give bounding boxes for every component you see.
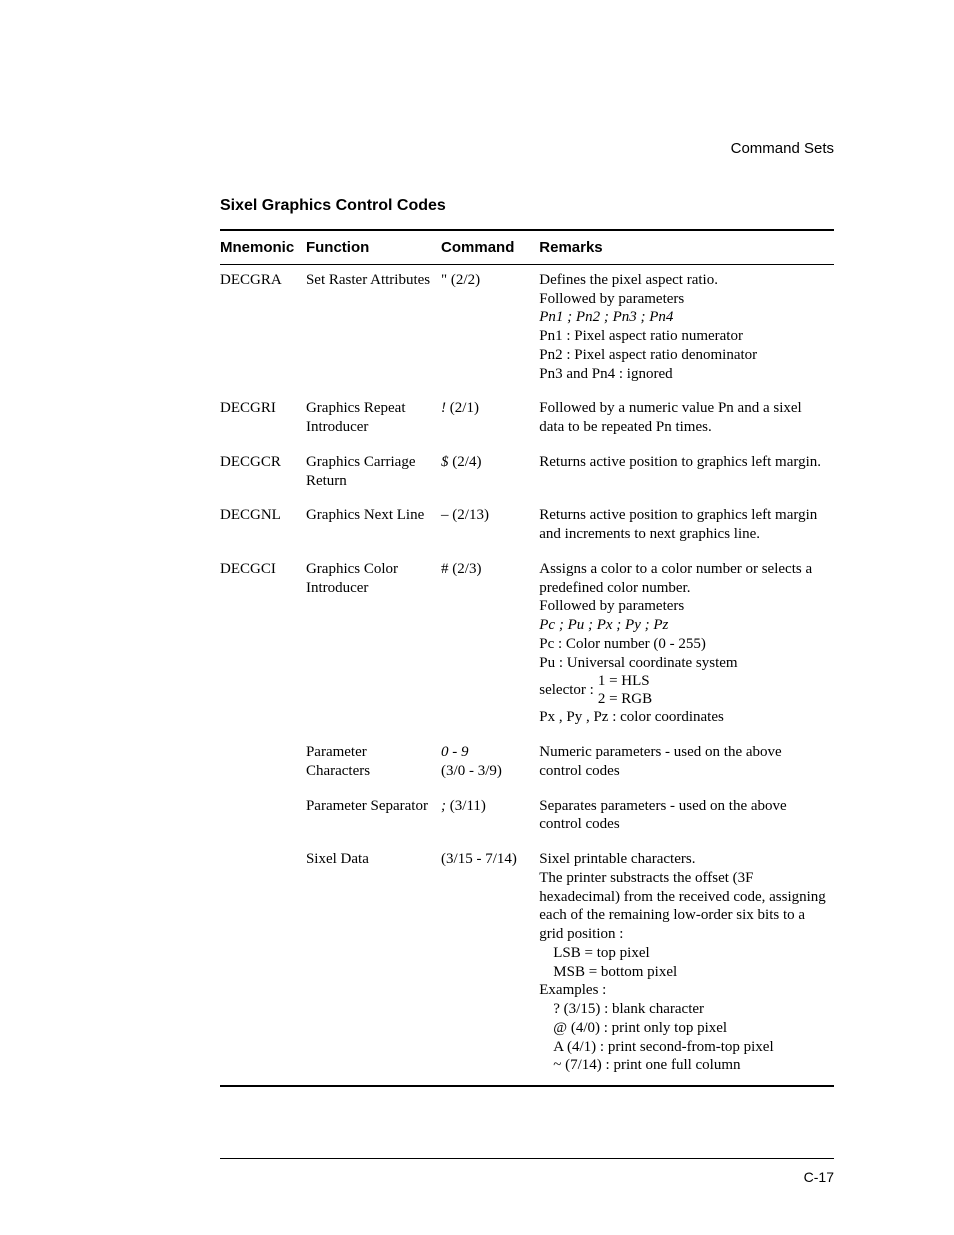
remarks-text: Sixel printable characters. xyxy=(539,851,695,867)
cell-mnemonic xyxy=(220,737,306,791)
header-function: Function xyxy=(306,230,441,264)
table-row: Parameter Characters 0 - 9 (3/0 - 3/9) N… xyxy=(220,737,834,791)
table-row: DECGCR Graphics Carriage Return $ (2/4) … xyxy=(220,447,834,501)
header-command: Command xyxy=(441,230,539,264)
cell-mnemonic: DECGRI xyxy=(220,393,306,447)
cell-remarks: Defines the pixel aspect ratio. Followed… xyxy=(539,264,834,393)
cell-function: Parameter Characters xyxy=(306,737,441,791)
remarks-text: Followed by parameters xyxy=(539,598,684,614)
cell-function: Graphics Carriage Return xyxy=(306,447,441,501)
table-row: Sixel Data (3/15 - 7/14) Sixel printable… xyxy=(220,844,834,1086)
remarks-text: Assigns a color to a color number or sel… xyxy=(539,561,812,596)
cmd-rest: (2/4) xyxy=(449,454,482,470)
section-title: Sixel Graphics Control Codes xyxy=(220,197,834,215)
remarks-selector-option: 1 = HLS xyxy=(598,672,652,690)
remarks-text: @ (4/0) : print only top pixel xyxy=(539,1019,727,1038)
remarks-selector-label: selector : xyxy=(539,681,594,700)
remarks-params-italic: Pc ; Pu ; Px ; Py ; Pz xyxy=(539,617,668,633)
cmd-italic: 0 - 9 xyxy=(441,744,469,760)
remarks-text: Followed by parameters xyxy=(539,291,684,307)
table-row: Parameter Separator ; (3/11) Separates p… xyxy=(220,791,834,845)
table-header-row: Mnemonic Function Command Remarks xyxy=(220,230,834,264)
remarks-text: Pu : Universal coordinate system xyxy=(539,655,737,671)
cell-command: 0 - 9 (3/0 - 3/9) xyxy=(441,737,539,791)
control-codes-table: Mnemonic Function Command Remarks DECGRA… xyxy=(220,229,834,1087)
cell-command: ! (2/1) xyxy=(441,393,539,447)
cell-remarks: Assigns a color to a color number or sel… xyxy=(539,554,834,737)
remarks-text: Pn3 and Pn4 : ignored xyxy=(539,366,672,382)
remarks-text: Px , Py , Pz : color coordinates xyxy=(539,709,724,725)
cell-command: (3/15 - 7/14) xyxy=(441,844,539,1086)
table-row: DECGRA Set Raster Attributes " (2/2) Def… xyxy=(220,264,834,393)
table-row: DECGCI Graphics Color Introducer # (2/3)… xyxy=(220,554,834,737)
table-row: DECGRI Graphics Repeat Introducer ! (2/1… xyxy=(220,393,834,447)
remarks-params-italic: Pn1 ; Pn2 ; Pn3 ; Pn4 xyxy=(539,309,673,325)
cell-command: " (2/2) xyxy=(441,264,539,393)
cell-function: Set Raster Attributes xyxy=(306,264,441,393)
cmd-italic: $ xyxy=(441,454,449,470)
remarks-text: ? (3/15) : blank character xyxy=(539,1000,704,1019)
cmd-rest: (2/1) xyxy=(446,400,479,416)
remarks-text: ~ (7/14) : print one full column xyxy=(539,1056,740,1075)
cell-function: Graphics Repeat Introducer xyxy=(306,393,441,447)
header-mnemonic: Mnemonic xyxy=(220,230,306,264)
remarks-selector-option: 2 = RGB xyxy=(598,690,652,708)
remarks-text: Pn1 : Pixel aspect ratio numerator xyxy=(539,328,743,344)
cell-mnemonic: DECGRA xyxy=(220,264,306,393)
cell-mnemonic xyxy=(220,791,306,845)
remarks-text: Examples : xyxy=(539,982,606,998)
cell-mnemonic: DECGCR xyxy=(220,447,306,501)
cmd-rest: (3/11) xyxy=(446,798,486,814)
cell-remarks: Followed by a numeric value Pn and a six… xyxy=(539,393,834,447)
running-header: Command Sets xyxy=(220,140,834,157)
cell-function: Sixel Data xyxy=(306,844,441,1086)
table-row: DECGNL Graphics Next Line – (2/13) Retur… xyxy=(220,500,834,554)
remarks-selector-row: selector : 1 = HLS 2 = RGB xyxy=(539,672,826,708)
header-remarks: Remarks xyxy=(539,230,834,264)
page-number: C-17 xyxy=(220,1158,834,1185)
cell-command: – (2/13) xyxy=(441,500,539,554)
cell-command: # (2/3) xyxy=(441,554,539,737)
cell-remarks: Returns active position to graphics left… xyxy=(539,500,834,554)
cell-mnemonic: DECGNL xyxy=(220,500,306,554)
cmd-rest: (3/0 - 3/9) xyxy=(441,763,502,779)
remarks-text: Defines the pixel aspect ratio. xyxy=(539,272,718,288)
cell-mnemonic: DECGCI xyxy=(220,554,306,737)
remarks-text: MSB = bottom pixel xyxy=(539,963,677,982)
cell-remarks: Numeric parameters - used on the above c… xyxy=(539,737,834,791)
cell-mnemonic xyxy=(220,844,306,1086)
cell-command: $ (2/4) xyxy=(441,447,539,501)
cell-function: Parameter Separator xyxy=(306,791,441,845)
remarks-text: The printer substracts the offset (3F he… xyxy=(539,870,826,942)
remarks-text: Pn2 : Pixel aspect ratio denominator xyxy=(539,347,757,363)
cell-remarks: Returns active position to graphics left… xyxy=(539,447,834,501)
cell-function: Graphics Color Introducer xyxy=(306,554,441,737)
cell-function: Graphics Next Line xyxy=(306,500,441,554)
remarks-text: Pc : Color number (0 - 255) xyxy=(539,636,706,652)
cell-remarks: Separates parameters - used on the above… xyxy=(539,791,834,845)
remarks-text: LSB = top pixel xyxy=(539,944,649,963)
cell-remarks: Sixel printable characters. The printer … xyxy=(539,844,834,1086)
remarks-text: A (4/1) : print second-from-top pixel xyxy=(539,1038,773,1057)
cell-command: ; (3/11) xyxy=(441,791,539,845)
page: Command Sets Sixel Graphics Control Code… xyxy=(0,0,954,1235)
